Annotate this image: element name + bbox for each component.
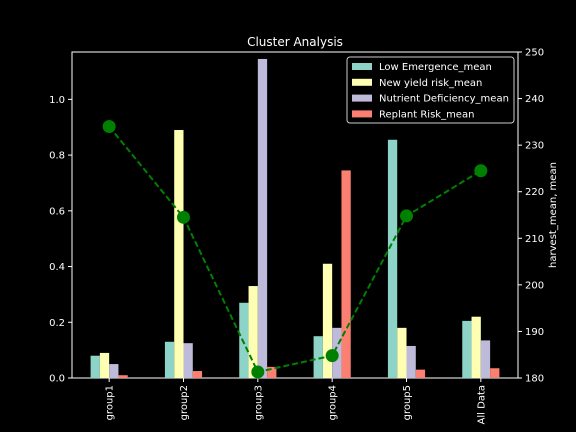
x-tick-label: group3 xyxy=(253,385,264,420)
bar xyxy=(341,170,351,378)
legend-swatch xyxy=(352,63,372,70)
harvest-marker xyxy=(177,210,190,224)
harvest-marker xyxy=(400,209,413,223)
y-tick-label: 0.0 xyxy=(49,374,65,385)
y-tick-label: 0.2 xyxy=(49,318,65,329)
bar xyxy=(480,340,491,378)
x-tick-label: group2 xyxy=(179,385,190,420)
bar xyxy=(471,316,481,378)
bar xyxy=(397,327,407,378)
legend-box xyxy=(346,56,515,124)
chart-title: Cluster Analysis xyxy=(247,35,343,49)
y-tick-label: 0.4 xyxy=(49,262,65,273)
bar xyxy=(267,366,277,378)
bar xyxy=(118,375,128,378)
bar xyxy=(174,130,184,378)
bar xyxy=(406,345,416,378)
bar xyxy=(239,302,249,378)
harvest-marker xyxy=(325,349,339,363)
harvest-line xyxy=(108,125,482,374)
plot-frame xyxy=(71,51,519,379)
right-axis-label: harvest_mean, mean xyxy=(548,162,559,268)
legend-swatch xyxy=(352,110,372,118)
bar xyxy=(164,341,175,378)
legend-swatch xyxy=(352,78,372,86)
y2-tick-label: 210 xyxy=(525,234,544,245)
y2-tick-label: 180 xyxy=(525,374,544,385)
bar xyxy=(415,369,426,378)
bar xyxy=(490,368,500,378)
bar xyxy=(257,58,268,378)
bar xyxy=(109,364,119,378)
bar xyxy=(387,139,398,378)
x-tick-label: All Data xyxy=(476,385,487,424)
bar xyxy=(322,263,333,378)
y2-tick-label: 200 xyxy=(525,280,544,291)
bar xyxy=(90,355,100,378)
legend-label: Nutrient Deficiency_mean xyxy=(379,94,509,105)
plot-area: 0.0 0.2 0.4 0.6 0.8 1.0 180 190 200 210 220 230 240 2… xyxy=(49,48,544,425)
bar xyxy=(99,352,110,378)
bar xyxy=(248,286,258,378)
y2-tick-label: 240 xyxy=(525,94,544,105)
legend-label: Replant Risk_mean xyxy=(379,109,474,120)
harvest-marker xyxy=(474,164,488,178)
bar xyxy=(462,320,472,378)
bar xyxy=(313,336,323,378)
harvest-marker xyxy=(251,365,265,379)
x-tick-label: group1 xyxy=(105,385,116,420)
legend-swatch xyxy=(352,94,372,102)
y-tick-label: 1.0 xyxy=(49,95,65,106)
x-tick-label: group5 xyxy=(402,385,413,420)
legend-label: Low Emergence_mean xyxy=(379,62,492,73)
legend-label: New yield risk_mean xyxy=(379,78,482,89)
y-tick-label: 0.6 xyxy=(49,206,65,217)
y2-tick-label: 230 xyxy=(525,141,544,152)
bar xyxy=(183,343,193,378)
y2-tick-label: 190 xyxy=(525,327,544,338)
harvest-marker xyxy=(102,120,116,134)
y2-tick-label: 220 xyxy=(525,187,544,198)
y-tick-label: 0.8 xyxy=(49,151,65,162)
x-tick-label: group4 xyxy=(328,385,339,420)
y2-tick-label: 250 xyxy=(525,48,544,59)
bar xyxy=(192,371,203,378)
